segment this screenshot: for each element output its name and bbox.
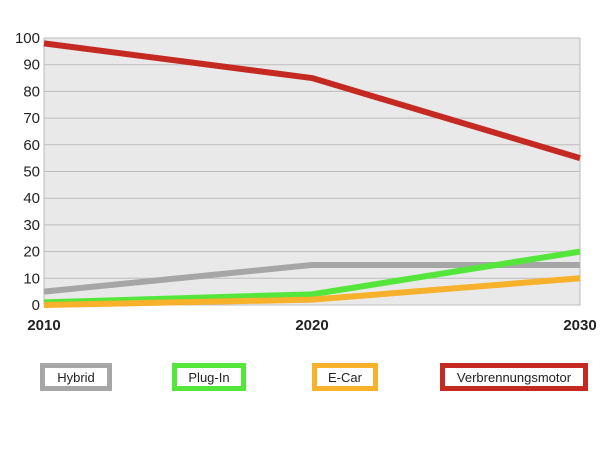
legend-item-hybrid: Hybrid (40, 363, 112, 391)
y-tick-label: 90 (23, 57, 40, 74)
y-tick-label: 100 (15, 30, 40, 47)
y-tick-label: 10 (23, 270, 40, 287)
y-tick-label: 50 (23, 164, 40, 181)
y-tick-label: 40 (23, 190, 40, 207)
series-line-e-car (43, 275, 581, 308)
legend-item-plug-in: Plug-In (172, 363, 246, 391)
y-tick-label: 0 (32, 297, 40, 314)
y-axis-ticks: 0 10 20 30 40 50 60 70 80 90 100 (15, 30, 40, 314)
x-tick-label: 2020 (295, 317, 328, 334)
legend-label: E-Car (328, 369, 362, 385)
gridlines (44, 64, 580, 279)
legend-label: Plug-In (188, 369, 230, 385)
y-tick-label: 70 (23, 110, 40, 127)
y-tick-label: 20 (23, 244, 40, 261)
x-axis-ticks: 2010 2020 2030 (27, 317, 596, 334)
series-lines (43, 40, 581, 308)
y-tick-label: 60 (23, 137, 40, 154)
x-tick-label: 2010 (27, 317, 60, 334)
legend-item-e-car: E-Car (312, 363, 378, 391)
x-tick-label: 2030 (563, 317, 596, 334)
series-line-plug-in (43, 248, 581, 306)
legend-item-verbrennungsmotor: Verbrennungsmotor (440, 363, 588, 391)
legend-label: Hybrid (57, 369, 95, 385)
series-line-verbrennungsmotor (43, 40, 581, 162)
legend-label: Verbrennungsmotor (456, 369, 572, 385)
legend: Hybrid Plug-In E-Car Verbrennungsmotor (0, 363, 600, 399)
y-tick-label: 30 (23, 217, 40, 234)
y-tick-label: 80 (23, 83, 40, 100)
